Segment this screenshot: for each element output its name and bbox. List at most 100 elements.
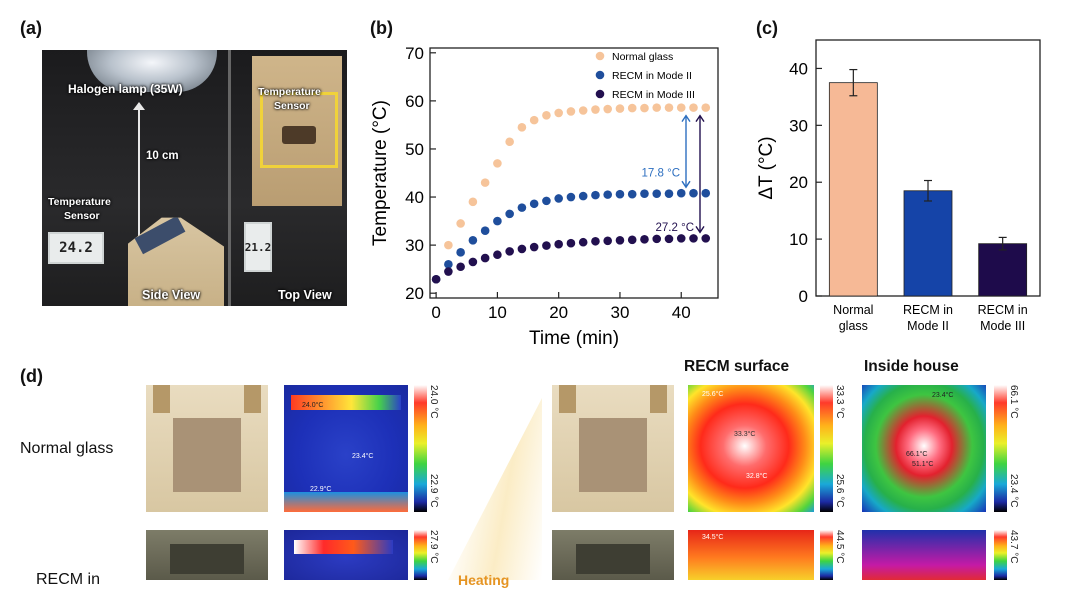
col-title-recm-surface: RECM surface xyxy=(684,358,790,375)
data-point xyxy=(689,234,698,243)
y-tick-label: 50 xyxy=(405,140,424,159)
thermal-label: 24.0°C xyxy=(302,402,324,409)
data-point xyxy=(456,219,465,228)
data-point xyxy=(689,188,698,198)
bar xyxy=(903,190,953,297)
thermal-recm-before xyxy=(284,530,408,580)
sensor-label-top-1: Temperature xyxy=(258,86,321,98)
data-point xyxy=(676,103,686,112)
data-point xyxy=(444,267,453,276)
row-label-recm: RECM in xyxy=(36,571,101,588)
x-tick-label: 40 xyxy=(672,303,691,322)
scale-max-label: 43.7 °C xyxy=(1008,530,1019,564)
data-point xyxy=(615,236,625,245)
y-tick-label: 70 xyxy=(405,44,424,63)
data-point xyxy=(554,108,563,118)
data-point xyxy=(652,103,662,112)
side-view-label: Side View xyxy=(142,288,201,302)
plot-frame xyxy=(429,47,719,299)
data-point xyxy=(627,189,637,199)
data-point xyxy=(615,189,625,199)
data-point xyxy=(689,103,698,112)
data-point xyxy=(676,234,686,243)
data-point xyxy=(566,238,576,248)
data-point xyxy=(529,199,539,209)
data-point xyxy=(652,234,662,244)
difference-arrow-heads xyxy=(695,114,705,234)
scale-min-label: 23.4 °C xyxy=(1008,474,1019,508)
lamp-label: Halogen lamp (35W) xyxy=(68,82,183,96)
data-point xyxy=(640,189,649,198)
legend-marker xyxy=(595,70,605,80)
temperature-chart: 0 10 20 30 40 20 30 40 50 60 70 Time (min) Temperatu… xyxy=(370,44,719,349)
data-point xyxy=(505,247,514,256)
data-point xyxy=(652,189,662,198)
x-tick-label: 20 xyxy=(549,303,568,322)
data-point xyxy=(431,274,441,284)
y-axis-label: ΔT (°C) xyxy=(756,136,777,199)
photo-normal-after xyxy=(552,385,674,512)
data-point xyxy=(701,188,711,198)
data-point xyxy=(468,257,478,267)
scale-min-label: 22.9 °C xyxy=(428,474,439,508)
color-scale-bar xyxy=(414,385,427,512)
category-label: RECM in xyxy=(903,303,953,317)
y-tick-label: 40 xyxy=(789,59,808,78)
data-point xyxy=(591,105,600,114)
data-point xyxy=(517,203,527,212)
thermometer-display-left: 24.2 xyxy=(48,232,104,264)
color-scale-bar xyxy=(820,530,833,580)
data-point xyxy=(444,260,453,269)
color-scale-bar xyxy=(994,385,1007,512)
category-label: Mode II xyxy=(907,319,949,333)
category-label: Normal xyxy=(833,303,873,317)
data-point xyxy=(542,111,551,120)
data-point xyxy=(554,194,563,203)
photo-recm-after xyxy=(552,530,674,580)
data-point xyxy=(627,235,637,245)
data-point xyxy=(542,241,551,250)
y-tick-label: 10 xyxy=(789,230,808,249)
category-label: RECM in xyxy=(978,303,1028,317)
data-point xyxy=(640,103,649,113)
x-tick-label: 10 xyxy=(488,303,507,322)
data-point xyxy=(627,103,637,113)
distance-label: 10 cm xyxy=(146,150,179,162)
thermal-label: 51.1°C xyxy=(912,461,934,468)
thermal-label: 33.3°C xyxy=(734,431,756,438)
panel-label-c: (c) xyxy=(756,18,778,38)
data-point xyxy=(517,123,527,132)
halogen-lamp-icon xyxy=(87,50,217,92)
thermal-recm-surface: 34.5°C xyxy=(688,530,814,580)
y-tick-label: 0 xyxy=(799,287,808,306)
data-point xyxy=(456,262,465,272)
y-tick-label: 30 xyxy=(405,236,424,255)
y-tick-label: 20 xyxy=(405,284,424,303)
data-point xyxy=(480,178,490,187)
col-title-inside-house: Inside house xyxy=(864,358,959,375)
annotation-label: 27.2 °C xyxy=(656,222,694,234)
scale-max-label: 44.5 °C xyxy=(834,530,845,564)
sensor-label-top-2: Sensor xyxy=(274,100,310,112)
thermal-recm-inside-house xyxy=(862,530,986,580)
category-label: Mode III xyxy=(980,319,1025,333)
data-point xyxy=(444,240,453,250)
thermal-normal-before: 24.0°C 23.4°C 22.9°C xyxy=(284,385,408,512)
color-scale-bar xyxy=(414,530,427,580)
data-point xyxy=(664,189,674,198)
data-point xyxy=(480,226,490,235)
data-point xyxy=(468,197,478,207)
view-divider xyxy=(228,50,231,306)
y-tick-label: 20 xyxy=(789,173,808,192)
data-point xyxy=(603,104,613,114)
data-point xyxy=(664,103,674,112)
data-point xyxy=(578,191,588,201)
data-point xyxy=(456,248,465,257)
legend-marker xyxy=(595,89,605,99)
photo-normal-before xyxy=(146,385,268,512)
data-point xyxy=(603,190,613,199)
legend-label: RECM in Mode III xyxy=(612,89,695,101)
data-point xyxy=(701,234,711,243)
thermal-label: 32.8°C xyxy=(746,473,768,480)
x-axis-label: Time (min) xyxy=(529,328,619,349)
